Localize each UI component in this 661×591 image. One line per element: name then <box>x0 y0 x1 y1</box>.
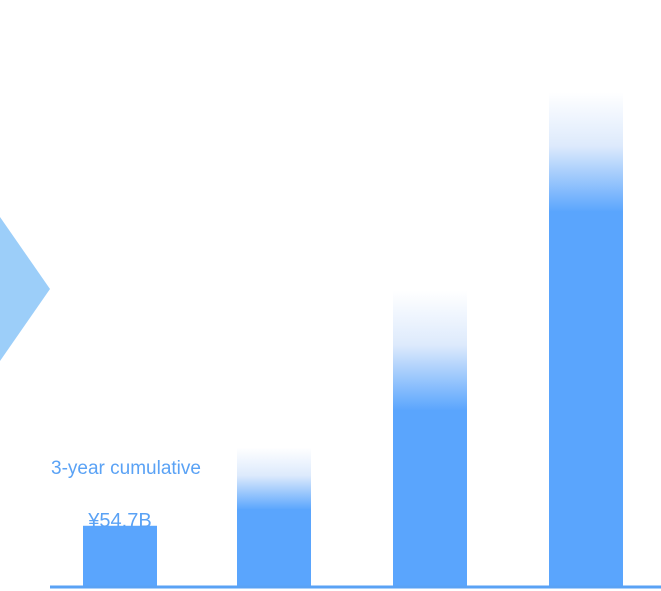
bar-3 <box>393 410 467 586</box>
annotation-label: 3-year cumulative <box>51 458 201 479</box>
bar-3-fade <box>393 290 467 411</box>
bar-2-fade <box>237 447 311 510</box>
bar-4-fade <box>549 92 623 213</box>
bar-1 <box>83 525 157 586</box>
bar-4 <box>549 211 623 586</box>
bars-group <box>83 92 623 586</box>
bar-2 <box>237 509 311 586</box>
chevron-right-icon <box>0 217 50 361</box>
annotation-value: ¥54.7B <box>87 510 151 532</box>
